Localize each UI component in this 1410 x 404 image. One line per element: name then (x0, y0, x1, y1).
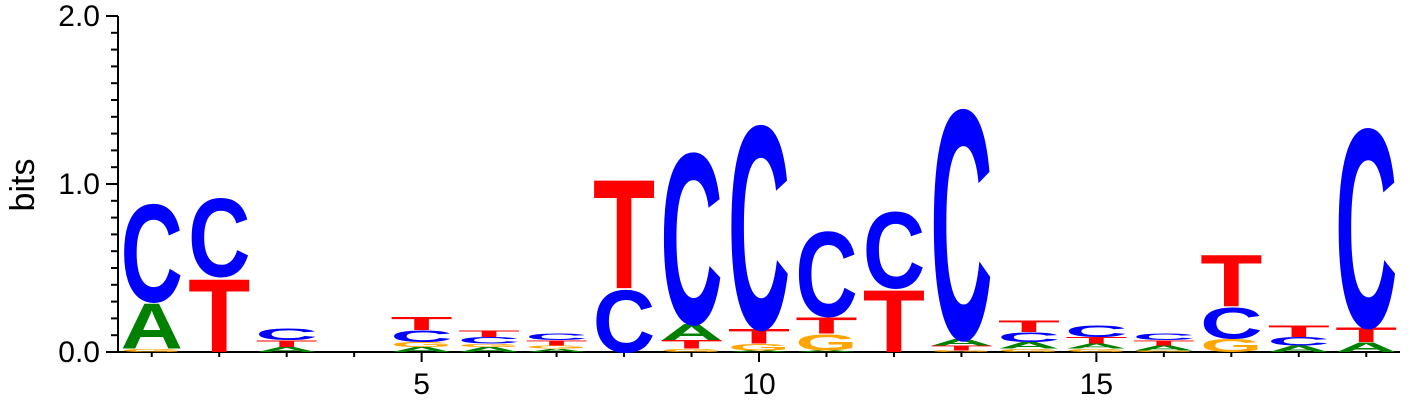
logo-letter-c: C (795, 208, 857, 343)
logo-letter-t: T (998, 317, 1060, 335)
logo-letter-c: C (1133, 332, 1195, 342)
logo-letter-c: C (121, 175, 183, 332)
logo-letter-t: T (391, 313, 453, 334)
logo-letter-c: C (728, 64, 790, 391)
logo-letter-c: C (525, 332, 587, 342)
logo-letter-t: T (1200, 239, 1262, 323)
x-tick-label: 5 (413, 368, 430, 401)
logo-letter-c: C (1065, 322, 1127, 340)
logo-letter-t: T (593, 147, 655, 321)
y-tick-label: 2.0 (58, 0, 100, 33)
logo-letter-c: C (256, 326, 318, 344)
logo-letter-c: C (930, 40, 992, 404)
y-tick-label: 1.0 (58, 168, 100, 201)
logo-letter-c: C (863, 189, 925, 311)
y-tick-label: 0.0 (58, 336, 100, 369)
x-tick-label: 15 (1080, 368, 1113, 401)
y-axis-title: bits (4, 159, 42, 212)
logo-letter-t: T (458, 329, 520, 339)
logo-letter-c: C (188, 177, 250, 301)
logo-letter-c: C (1335, 70, 1397, 388)
logo-letter-t: T (1268, 322, 1330, 340)
logo-letter-c: C (660, 102, 722, 375)
